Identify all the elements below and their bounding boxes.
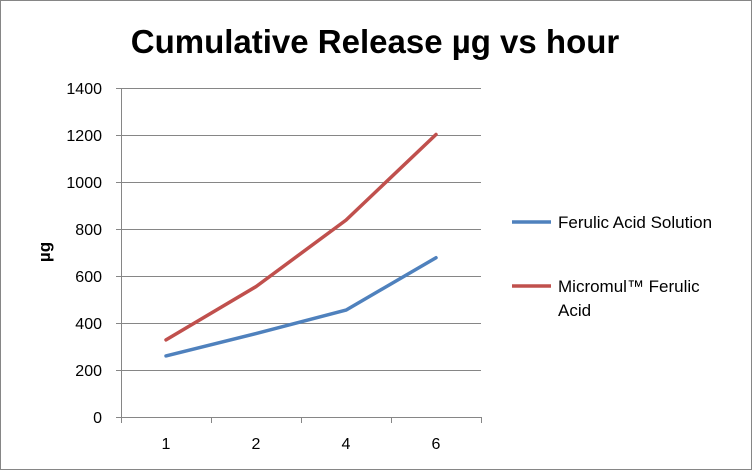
x-tick-label: 6 xyxy=(432,436,441,453)
y-tick-label: 0 xyxy=(93,410,102,427)
series-line-2 xyxy=(164,132,438,342)
legend: Ferulic Acid Solution Micromul™ Ferulic Ac… xyxy=(512,213,712,320)
y-tick-label: 400 xyxy=(75,316,102,333)
legend-label-1: Ferulic Acid Solution xyxy=(558,213,712,232)
series-line-1 xyxy=(164,255,438,358)
legend-label-2: Micromul™ Ferulic xyxy=(558,277,700,296)
legend-label-2: Acid xyxy=(558,301,591,320)
y-tick-label: 800 xyxy=(75,222,102,239)
x-tick-label: 1 xyxy=(162,436,171,453)
series-lines xyxy=(164,132,438,358)
y-tick-label: 1000 xyxy=(66,175,102,192)
chart-title: Cumulative Release µg vs hour xyxy=(131,23,620,60)
y-tick-label: 1200 xyxy=(66,128,102,145)
y-tick-label: 200 xyxy=(75,363,102,380)
y-axis-label: µg xyxy=(35,242,54,262)
y-tick-label: 1400 xyxy=(66,81,102,98)
y-axis-ticks: 0 200 400 600 800 1000 1200 1400 xyxy=(66,81,121,427)
x-axis-ticks: 1 2 4 6 xyxy=(121,417,482,453)
x-tick-label: 2 xyxy=(252,436,261,453)
gridlines xyxy=(121,88,481,371)
y-tick-label: 600 xyxy=(75,269,102,286)
x-tick-label: 4 xyxy=(342,436,351,453)
